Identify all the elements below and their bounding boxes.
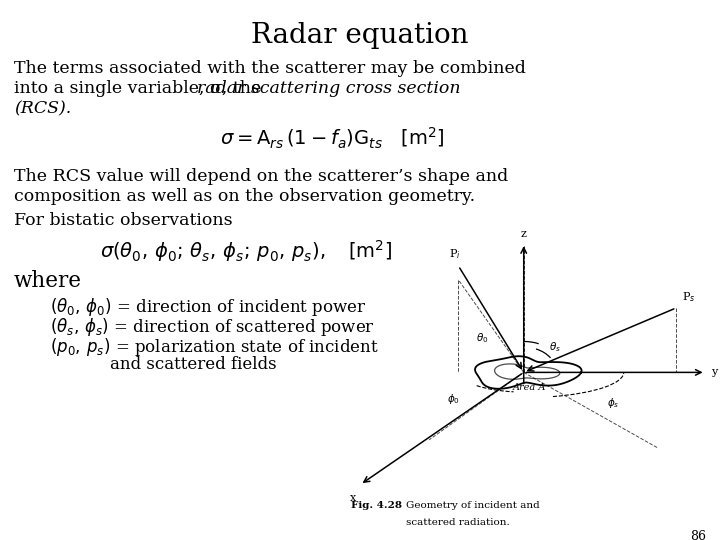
Text: x: x <box>350 493 356 503</box>
Text: where: where <box>14 270 82 292</box>
Text: Fig. 4.28: Fig. 4.28 <box>351 501 402 510</box>
Text: into a single variable, σ, the: into a single variable, σ, the <box>14 80 266 97</box>
Text: Area A: Area A <box>513 383 546 393</box>
Text: $(p_0,\,p_s)$ = polarization state of incident: $(p_0,\,p_s)$ = polarization state of in… <box>50 336 379 358</box>
Text: The terms associated with the scatterer may be combined: The terms associated with the scatterer … <box>14 60 526 77</box>
Text: 86: 86 <box>690 530 706 540</box>
Text: radar scattering cross section: radar scattering cross section <box>197 80 461 97</box>
Text: The RCS value will depend on the scatterer’s shape and: The RCS value will depend on the scatter… <box>14 168 508 185</box>
Text: $(\theta_0,\,\phi_0)$ = direction of incident power: $(\theta_0,\,\phi_0)$ = direction of inc… <box>50 296 366 318</box>
Text: $\sigma = \mathrm{A}_{rs}\,(1-f_a)\mathrm{G}_{ts}\quad\left[\mathrm{m}^2\right]$: $\sigma = \mathrm{A}_{rs}\,(1-f_a)\mathr… <box>220 126 445 151</box>
Text: Radar equation: Radar equation <box>251 22 469 49</box>
Text: $(\theta_s,\,\phi_s)$ = direction of scattered power: $(\theta_s,\,\phi_s)$ = direction of sca… <box>50 316 375 338</box>
Text: P$_i$: P$_i$ <box>449 248 461 261</box>
Text: $\theta_s$: $\theta_s$ <box>549 340 561 354</box>
Text: $\theta_0$: $\theta_0$ <box>477 332 489 345</box>
Text: and scattered fields: and scattered fields <box>110 356 276 373</box>
Text: z: z <box>521 229 526 239</box>
Text: $\phi_s$: $\phi_s$ <box>608 396 620 410</box>
Text: P$_s$: P$_s$ <box>682 290 696 303</box>
Text: $\phi_0$: $\phi_0$ <box>447 392 460 406</box>
Text: y: y <box>711 367 717 377</box>
Text: $\sigma(\theta_0,\,\phi_0;\,\theta_s,\,\phi_s;\,p_0,\,p_s),\quad\left[\mathrm{m}: $\sigma(\theta_0,\,\phi_0;\,\theta_s,\,\… <box>100 238 392 264</box>
Text: For bistatic observations: For bistatic observations <box>14 212 233 229</box>
Text: scattered radiation.: scattered radiation. <box>405 518 509 528</box>
Text: (RCS).: (RCS). <box>14 100 71 117</box>
Text: composition as well as on the observation geometry.: composition as well as on the observatio… <box>14 188 475 205</box>
Text: Geometry of incident and: Geometry of incident and <box>405 501 539 510</box>
